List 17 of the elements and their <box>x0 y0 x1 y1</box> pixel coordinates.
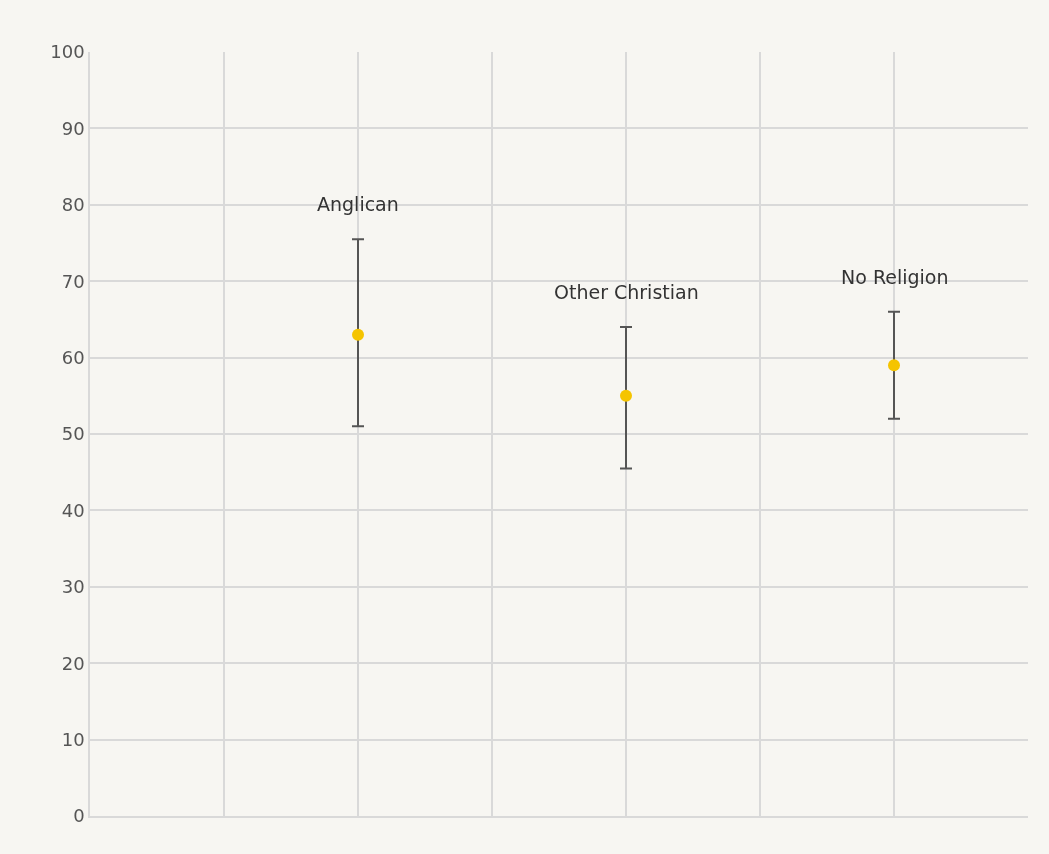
y-tick-label: 70 <box>61 270 85 292</box>
y-tick-label: 100 <box>50 41 85 63</box>
y-tick-label: 90 <box>61 117 85 139</box>
point <box>352 328 364 341</box>
y-tick-label: 20 <box>61 652 85 674</box>
y-tick-label: 30 <box>61 576 85 598</box>
x-tick-label: No Religion <box>841 266 949 288</box>
y-tick-label: 40 <box>61 499 85 521</box>
point <box>620 389 632 402</box>
y-tick-label: 10 <box>61 728 85 750</box>
y-tick-label: 60 <box>61 346 85 368</box>
y-tick-label: 80 <box>61 194 85 216</box>
y-tick-label: 0 <box>73 805 85 827</box>
x-tick-label: Other Christian <box>554 281 699 303</box>
y-tick-label: 50 <box>61 423 85 445</box>
point <box>888 359 900 372</box>
x-tick-label: Anglican <box>317 193 399 215</box>
